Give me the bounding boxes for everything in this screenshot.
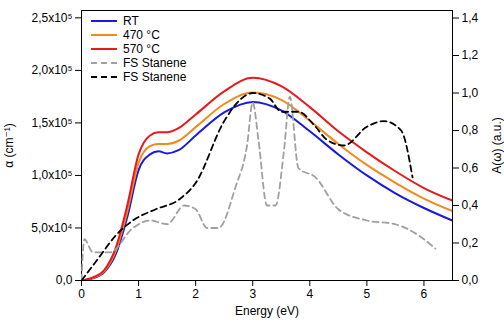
html-text:470 °C: 470 °C <box>123 28 160 42</box>
svg-text:1,0x10⁵: 1,0x10⁵ <box>31 168 72 182</box>
svg-text:5,0x10⁴: 5,0x10⁴ <box>31 221 72 235</box>
svg-text:1,0: 1,0 <box>462 86 479 100</box>
svg-text:0,6: 0,6 <box>462 161 479 175</box>
svg-text:α (cm⁻¹): α (cm⁻¹) <box>2 123 16 168</box>
svg-text:0,8: 0,8 <box>462 123 479 137</box>
svg-text:0,2: 0,2 <box>462 236 479 250</box>
html-text:FS Stanene: FS Stanene <box>123 70 187 84</box>
svg-text:1: 1 <box>135 287 142 301</box>
svg-text:5: 5 <box>364 287 371 301</box>
svg-text:0: 0 <box>78 287 85 301</box>
svg-text:3: 3 <box>249 287 256 301</box>
html-text:RT: RT <box>123 14 139 28</box>
svg-text:1,4: 1,4 <box>462 11 479 25</box>
html-text:FS Stanene: FS Stanene <box>123 56 187 70</box>
svg-text:0,0: 0,0 <box>462 273 479 287</box>
html-text:570 °C: 570 °C <box>123 42 160 56</box>
svg-text:2,5x10⁵: 2,5x10⁵ <box>31 11 72 25</box>
svg-text:1,2: 1,2 <box>462 48 479 62</box>
svg-text:0,0: 0,0 <box>56 273 73 287</box>
svg-text:1,5x10⁵: 1,5x10⁵ <box>31 116 72 130</box>
svg-text:2: 2 <box>192 287 199 301</box>
svg-text:4: 4 <box>306 287 313 301</box>
svg-text:6: 6 <box>421 287 428 301</box>
svg-text:2,0x10⁵: 2,0x10⁵ <box>31 63 72 77</box>
svg-text:Energy (eV): Energy (eV) <box>235 304 299 318</box>
svg-text:0,4: 0,4 <box>462 198 479 212</box>
svg-text:A(ω) (a.u.): A(ω) (a.u.) <box>490 117 504 174</box>
